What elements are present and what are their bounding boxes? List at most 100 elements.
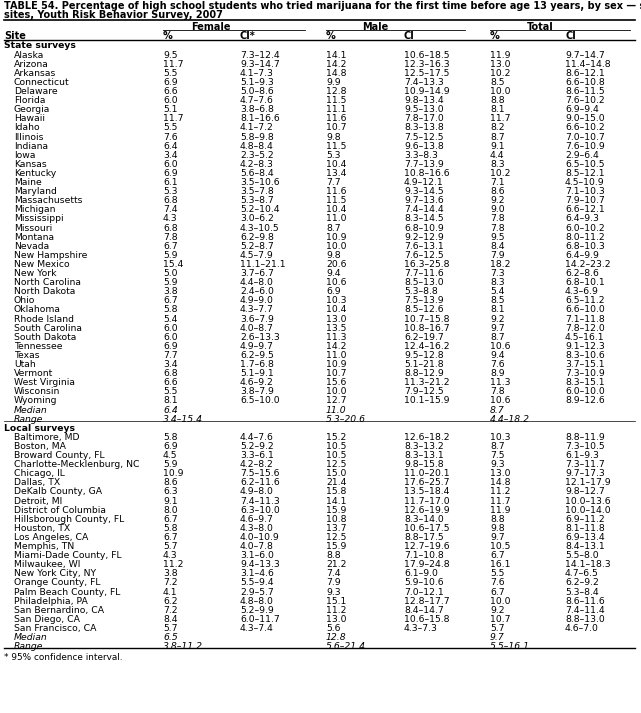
Text: Mississippi: Mississippi [14,215,63,223]
Text: 10.7–15.8: 10.7–15.8 [404,314,449,324]
Text: 12.5–17.5: 12.5–17.5 [404,68,449,78]
Text: 11.3: 11.3 [490,378,510,387]
Text: Baltimore, MD: Baltimore, MD [14,433,79,442]
Text: 8.3–10.6: 8.3–10.6 [565,351,604,360]
Text: 12.5: 12.5 [326,460,346,469]
Text: 7.4–11.3: 7.4–11.3 [240,496,279,506]
Text: 10.4: 10.4 [326,305,347,314]
Text: 8.7: 8.7 [490,133,504,141]
Text: 10.0: 10.0 [490,597,510,605]
Text: 7.3–10.5: 7.3–10.5 [565,442,604,451]
Text: 11.2: 11.2 [490,488,510,496]
Text: 9.0–15.0: 9.0–15.0 [565,114,604,123]
Text: 11.5: 11.5 [326,96,346,105]
Text: 4.0–10.9: 4.0–10.9 [240,533,279,542]
Text: Site: Site [4,31,26,41]
Text: 14.8: 14.8 [326,68,347,78]
Text: Total: Total [527,21,553,31]
Text: 11.0–20.1: 11.0–20.1 [404,469,449,478]
Text: 12.8: 12.8 [326,87,347,96]
Text: 10.0: 10.0 [326,242,347,251]
Text: 4.2–8.2: 4.2–8.2 [240,460,274,469]
Text: 10.4: 10.4 [326,160,347,169]
Text: 6.2–8.6: 6.2–8.6 [565,269,599,278]
Text: 9.7: 9.7 [490,533,504,542]
Text: 4.1–7.2: 4.1–7.2 [240,123,274,133]
Text: 11.0: 11.0 [326,351,347,360]
Text: Local surveys: Local surveys [4,424,75,433]
Text: 5.3: 5.3 [326,150,340,160]
Text: 9.3–14.7: 9.3–14.7 [240,60,279,68]
Text: New Mexico: New Mexico [14,260,70,269]
Text: 6.9: 6.9 [163,169,178,178]
Text: 12.4–16.2: 12.4–16.2 [404,342,449,351]
Text: Illinois: Illinois [14,133,44,141]
Text: 5.6–21.4: 5.6–21.4 [326,642,366,651]
Text: 9.2: 9.2 [490,606,504,615]
Text: Maine: Maine [14,178,42,187]
Text: Maryland: Maryland [14,187,57,196]
Text: Rhode Island: Rhode Island [14,314,74,324]
Text: 7.8: 7.8 [490,223,504,232]
Text: 11.1–21.1: 11.1–21.1 [240,260,286,269]
Text: 12.3–16.3: 12.3–16.3 [404,60,449,68]
Text: 3.1–4.6: 3.1–4.6 [240,569,274,578]
Text: 2.4–6.0: 2.4–6.0 [240,287,274,296]
Text: 7.7: 7.7 [163,351,178,360]
Text: 6.3–10.0: 6.3–10.0 [240,506,279,515]
Text: 7.9–10.7: 7.9–10.7 [565,196,604,205]
Text: 3.7–15.1: 3.7–15.1 [565,360,604,369]
Text: 9.1: 9.1 [163,496,178,506]
Text: Iowa: Iowa [14,150,35,160]
Text: 7.7–11.6: 7.7–11.6 [404,269,444,278]
Text: 10.6–17.5: 10.6–17.5 [404,524,449,533]
Text: 6.4–9.3: 6.4–9.3 [565,215,599,223]
Text: 3.0–6.2: 3.0–6.2 [240,215,274,223]
Text: Kansas: Kansas [14,160,47,169]
Text: Hawaii: Hawaii [14,114,45,123]
Text: 5.9: 5.9 [163,460,178,469]
Text: 11.3–21.2: 11.3–21.2 [404,378,449,387]
Text: Houston, TX: Houston, TX [14,524,71,533]
Text: Hillsborough County, FL: Hillsborough County, FL [14,515,124,524]
Text: 6.0–11.7: 6.0–11.7 [240,615,279,624]
Text: 4.0–7.8: 4.0–7.8 [240,542,274,551]
Text: 10.7: 10.7 [490,615,510,624]
Text: 5.5: 5.5 [163,123,178,133]
Text: 4.0–8.7: 4.0–8.7 [240,324,274,332]
Text: 3.8–7.9: 3.8–7.9 [240,387,274,396]
Text: 6.8–10.3: 6.8–10.3 [565,242,604,251]
Text: 6.7: 6.7 [490,588,504,597]
Text: 10.1–15.9: 10.1–15.9 [404,396,449,406]
Text: 4.6–9.7: 4.6–9.7 [240,515,274,524]
Text: 5.8: 5.8 [163,524,178,533]
Text: 10.6–18.5: 10.6–18.5 [404,51,449,60]
Text: 9.4: 9.4 [490,351,504,360]
Text: 12.6–19.9: 12.6–19.9 [404,506,449,515]
Text: 9.3: 9.3 [326,588,340,597]
Text: 15.6: 15.6 [326,378,346,387]
Text: 3.7–6.7: 3.7–6.7 [240,269,274,278]
Text: 6.8: 6.8 [163,223,178,232]
Text: 9.4: 9.4 [326,269,340,278]
Text: 3.1–6.0: 3.1–6.0 [240,551,274,560]
Text: 15.1: 15.1 [326,597,346,605]
Text: 2.9–5.7: 2.9–5.7 [240,588,274,597]
Text: 8.8: 8.8 [326,551,340,560]
Text: 9.8: 9.8 [490,524,504,533]
Text: 7.3–12.4: 7.3–12.4 [240,51,279,60]
Text: 5.5–9.4: 5.5–9.4 [240,578,274,588]
Text: 14.1: 14.1 [326,51,347,60]
Text: 6.4–9.9: 6.4–9.9 [565,251,599,260]
Text: 13.5–18.4: 13.5–18.4 [404,488,449,496]
Text: Nevada: Nevada [14,242,49,251]
Text: 5.5: 5.5 [163,387,178,396]
Text: 6.2–11.6: 6.2–11.6 [240,478,279,487]
Text: Montana: Montana [14,232,54,242]
Text: 5.2–9.2: 5.2–9.2 [240,442,274,451]
Text: 10.0: 10.0 [326,387,347,396]
Text: 8.3–13.1: 8.3–13.1 [404,451,444,460]
Text: Alaska: Alaska [14,51,44,60]
Text: 12.5: 12.5 [326,533,346,542]
Text: West Virginia: West Virginia [14,378,75,387]
